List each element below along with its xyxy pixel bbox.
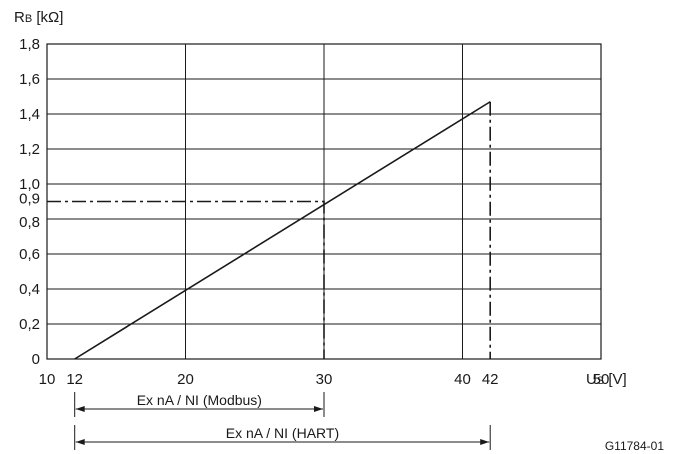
- y-tick-label: 0,8: [19, 214, 40, 231]
- series-line: [74, 101, 491, 360]
- range-annotations: Ex nA / NI (Modbus) Ex nA / NI (HART): [74, 392, 491, 450]
- y-tick-label: 1,4: [19, 106, 40, 123]
- x-axis-title: US [V]: [586, 371, 627, 388]
- range-label: Ex nA / NI (Modbus): [137, 392, 262, 408]
- x-tick-label: 42: [482, 371, 499, 388]
- axes: [46, 43, 602, 360]
- y-tick-label: 0,9: [19, 191, 40, 208]
- y-tick-label: 1,2: [19, 141, 40, 158]
- y-tick-label: 0: [32, 351, 40, 368]
- reference-lines: [47, 101, 492, 359]
- x-tick-label: 12: [66, 371, 83, 388]
- figure-id: G11784-01: [605, 439, 664, 453]
- range-annotation: Ex nA / NI (HART): [74, 425, 491, 450]
- x-tick-label: 10: [39, 371, 56, 388]
- range-arrow-right: [314, 406, 323, 412]
- x-tick-label: 50: [593, 371, 610, 388]
- x-tick-labels: 10 12 20 30 40 42 50: [39, 371, 610, 388]
- x-tick-label: 20: [177, 371, 194, 388]
- range-label: Ex nA / NI (HART): [226, 425, 339, 441]
- y-tick-label: 1,6: [19, 71, 40, 88]
- y-tick-label: 1,8: [19, 36, 40, 53]
- y-tick-labels: 0 0,2 0,4 0,6 0,8 0,91,0 1,2 1,4 1,6 1,8: [19, 36, 40, 368]
- y-axis-title: RB [kΩ]: [14, 9, 63, 26]
- x-tick-label: 30: [316, 371, 333, 388]
- range-arrow-left: [75, 439, 85, 445]
- x-tick-label: 40: [454, 371, 471, 388]
- y-tick-label: 0,6: [19, 246, 40, 263]
- y-tick-label: 0,4: [19, 281, 40, 298]
- range-arrow-right: [480, 439, 490, 445]
- reference-line: [47, 200, 325, 359]
- range-annotation: Ex nA / NI (Modbus): [74, 392, 325, 417]
- y-tick-label: 1,0: [19, 176, 40, 193]
- y-tick-label: 0,2: [19, 316, 40, 333]
- range-arrow-left: [75, 406, 85, 412]
- series: [74, 101, 491, 360]
- plot-frame: [46, 43, 602, 360]
